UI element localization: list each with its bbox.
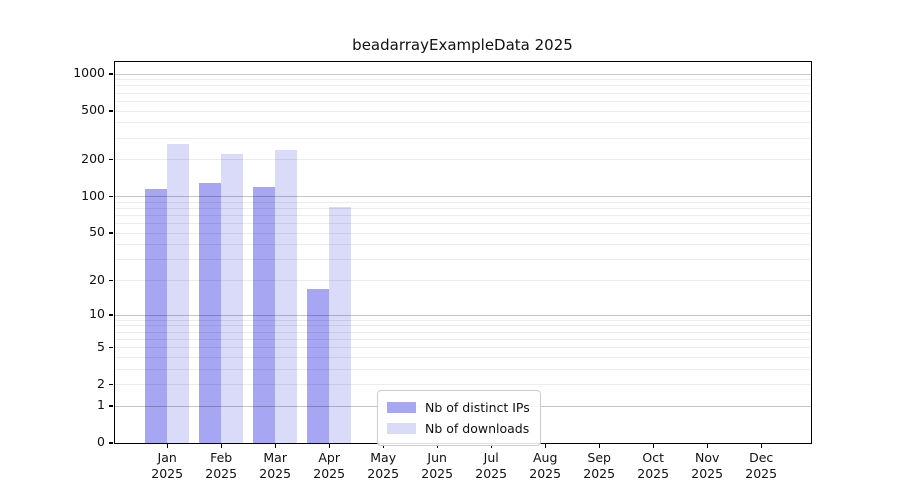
x-tick-jul — [490, 444, 492, 448]
y-tick-20 — [109, 279, 113, 281]
x-tick-aug — [544, 444, 546, 448]
x-tick-label-sep: Sep 2025 — [583, 450, 616, 481]
chart-title: beadarrayExampleData 2025 — [352, 36, 573, 54]
x-tick-may — [382, 444, 384, 448]
y-tick-0 — [109, 442, 113, 444]
x-tick-jun — [436, 444, 438, 448]
x-tick-jan — [166, 444, 168, 448]
y-tick-50 — [109, 232, 113, 234]
x-tick-label-oct: Oct 2025 — [637, 450, 670, 481]
gridline-400 — [114, 122, 811, 124]
y-tick-1 — [109, 405, 113, 407]
x-tick-dec — [760, 444, 762, 448]
x-tick-label-feb: Feb 2025 — [205, 450, 238, 481]
legend-label-nb-of-distinct-ips: Nb of distinct IPs — [425, 400, 530, 415]
x-tick-sep — [598, 444, 600, 448]
y-tick-100 — [109, 195, 113, 198]
bar-mar-nb-of-downloads — [275, 150, 297, 443]
legend-swatch-nb-of-distinct-ips — [387, 402, 416, 413]
y-tick-5 — [109, 346, 113, 348]
bar-mar-nb-of-distinct-ips — [253, 186, 275, 443]
y-tick-2 — [109, 383, 113, 385]
bar-jan-nb-of-distinct-ips — [145, 189, 167, 443]
y-tick-200 — [109, 159, 113, 161]
gridline-200 — [114, 159, 811, 161]
y-tick-label-1: 1 — [97, 397, 105, 413]
plot-inner — [114, 62, 811, 443]
legend: Nb of distinct IPs Nb of downloads — [377, 390, 541, 446]
legend-swatch-nb-of-downloads — [387, 423, 416, 434]
x-tick-mar — [274, 444, 276, 448]
y-tick-label-200: 200 — [81, 151, 105, 166]
x-tick-apr — [328, 444, 330, 448]
y-tick-label-100: 100 — [81, 187, 105, 203]
gridline-900 — [114, 79, 811, 81]
legend-item-nb-of-distinct-ips: Nb of distinct IPs — [387, 397, 530, 418]
y-tick-label-500: 500 — [81, 102, 105, 118]
x-tick-label-dec: Dec 2025 — [745, 450, 778, 481]
x-tick-oct — [652, 444, 654, 448]
y-tick-label-10: 10 — [89, 306, 105, 322]
bar-apr-nb-of-downloads — [329, 206, 351, 443]
gridline-700 — [114, 92, 811, 94]
plot-area — [113, 61, 812, 444]
gridline-600 — [114, 100, 811, 102]
x-tick-label-nov: Nov 2025 — [691, 450, 724, 481]
x-tick-label-may: May 2025 — [367, 450, 400, 481]
y-tick-label-50: 50 — [89, 224, 105, 240]
y-tick-label-1000: 1000 — [73, 65, 105, 81]
legend-label-nb-of-downloads: Nb of downloads — [425, 421, 530, 436]
legend-item-nb-of-downloads: Nb of downloads — [387, 418, 530, 439]
x-tick-label-jan: Jan 2025 — [151, 450, 184, 481]
bar-jan-nb-of-downloads — [167, 143, 189, 443]
y-tick-label-20: 20 — [89, 271, 105, 287]
y-tick-label-0: 0 — [97, 434, 105, 450]
x-tick-label-aug: Aug 2025 — [529, 450, 562, 481]
x-tick-label-jun: Jun 2025 — [421, 450, 454, 481]
bar-feb-nb-of-distinct-ips — [199, 182, 221, 443]
y-tick-label-5: 5 — [97, 338, 105, 354]
x-tick-label-jul: Jul 2025 — [475, 450, 508, 481]
gridline-1000 — [114, 73, 811, 75]
x-tick-nov — [706, 444, 708, 448]
x-tick-feb — [220, 444, 222, 448]
x-tick-label-mar: Mar 2025 — [259, 450, 292, 481]
y-tick-1000 — [109, 73, 113, 75]
bar-feb-nb-of-downloads — [221, 154, 243, 443]
y-tick-500 — [109, 110, 113, 112]
bar-apr-nb-of-distinct-ips — [307, 288, 329, 443]
gridline-500 — [114, 110, 811, 112]
y-tick-label-2: 2 — [97, 375, 105, 391]
x-tick-label-apr: Apr 2025 — [313, 450, 346, 481]
y-tick-10 — [109, 314, 113, 316]
gridline-800 — [114, 85, 811, 87]
gridline-300 — [114, 137, 811, 139]
